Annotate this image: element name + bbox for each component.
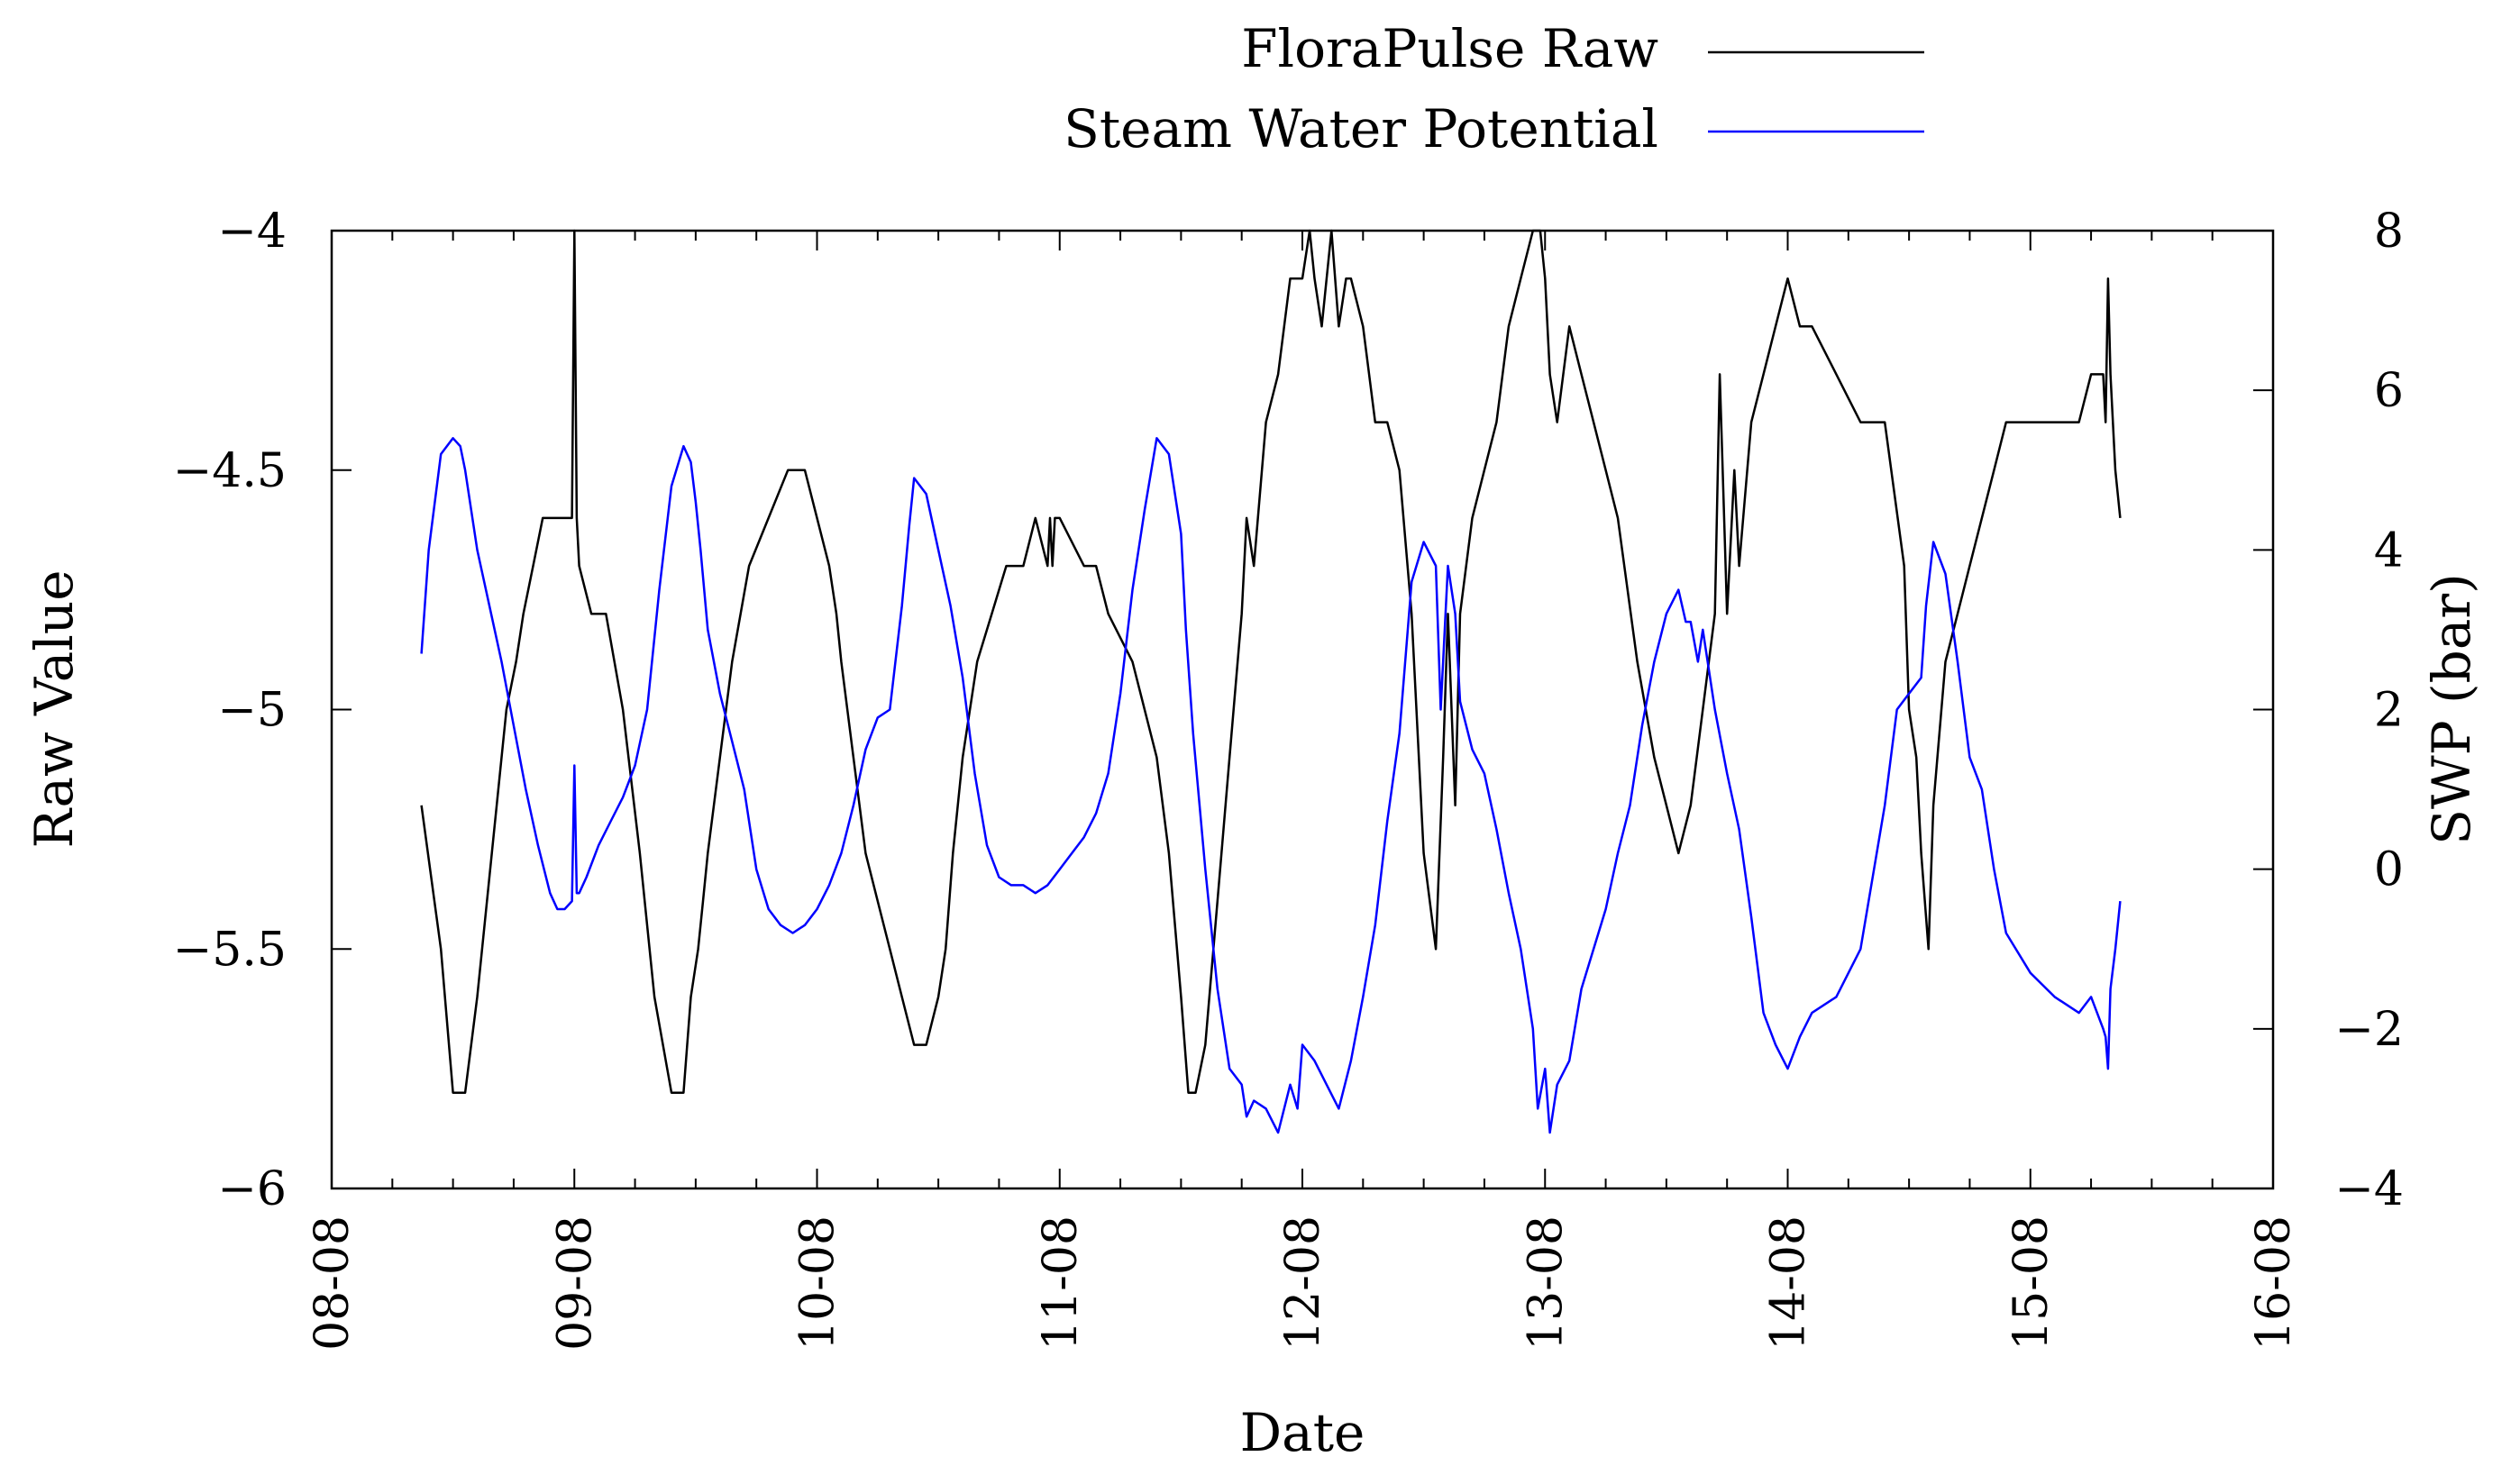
legend: FloraPulse Raw Steam Water Potential (1064, 18, 1924, 159)
x-tick-label: 16-08 (2247, 1215, 2301, 1351)
x-tick-label: 08-08 (306, 1215, 360, 1351)
x-tick-label: 09-08 (548, 1215, 602, 1351)
legend-label-florapulse-raw: FloraPulse Raw (1241, 18, 1658, 79)
y-axis-left-title: Raw Value (23, 569, 85, 848)
y-right-tick-label: −2 (2334, 1003, 2404, 1057)
y-right-tick-label: −4 (2334, 1162, 2404, 1216)
y-left-tick-label: −4 (217, 205, 287, 259)
x-tick-label: 14-08 (1762, 1215, 1816, 1351)
x-tick-label: 15-08 (2004, 1215, 2059, 1351)
y-left-tick-label: −5.5 (173, 923, 287, 977)
series-line-florapulse-raw (420, 229, 2122, 1094)
y-axis-right-title: SWP (bar) (2421, 573, 2482, 845)
y-right-tick-label: 4 (2374, 523, 2404, 578)
legend-label-steam-water-potential: Steam Water Potential (1064, 98, 1658, 159)
x-tick-label: 13-08 (1519, 1215, 1573, 1351)
y-right-tick-label: 6 (2374, 364, 2404, 418)
y-left-tick-label: −4.5 (173, 444, 287, 498)
y-right-tick-label: 0 (2374, 843, 2404, 897)
y-right-tick-label: 2 (2374, 684, 2404, 738)
x-tick-label: 11-08 (1034, 1215, 1088, 1351)
tick-labels: 08-08 09-08 10-08 11-08 12-08 13-08 14-08 15-08… (173, 205, 2404, 1351)
series-group (420, 229, 2122, 1134)
x-tick-label: 12-08 (1276, 1215, 1330, 1351)
y-left-tick-label: −6 (217, 1162, 287, 1216)
x-tick-label: 10-08 (791, 1215, 845, 1351)
y-left-tick-label: −5 (217, 684, 287, 738)
series-line-steam-water-potential (420, 437, 2122, 1134)
plot-frame (330, 229, 2275, 1190)
tick-marks (331, 230, 2274, 1189)
y-right-tick-label: 8 (2374, 205, 2404, 259)
x-axis-title: Date (1240, 1402, 1365, 1463)
